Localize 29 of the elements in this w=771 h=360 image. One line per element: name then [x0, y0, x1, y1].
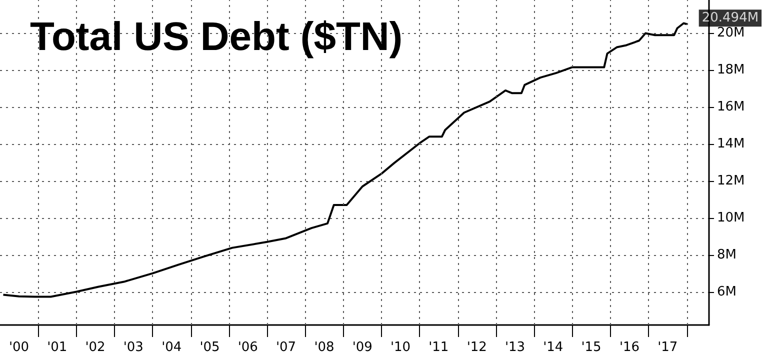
- x-tick-label: '06: [238, 340, 258, 355]
- line-series: [2, 22, 688, 298]
- y-tick-label: 10M: [717, 210, 745, 226]
- y-tick-label: 20M: [717, 26, 745, 41]
- y-tick-label: 14M: [717, 136, 745, 152]
- x-tick-label: '16: [619, 340, 640, 355]
- x-tick-label: '11: [428, 340, 449, 355]
- x-tick-label: '17: [658, 340, 678, 355]
- x-tick-label: '01: [47, 340, 68, 355]
- y-tick-label: 6M: [717, 284, 736, 300]
- x-tick-label: '02: [85, 340, 106, 355]
- x-tick-label: '10: [390, 340, 411, 355]
- x-tick-label: '13: [504, 340, 526, 355]
- x-tick-label: '08: [314, 340, 334, 355]
- x-tick-label: '03: [123, 340, 144, 355]
- x-tick-label: '14: [543, 340, 564, 355]
- x-tick-label: '00: [8, 340, 30, 355]
- x-tick-label: '12: [466, 340, 487, 355]
- x-tick-label: '09: [352, 340, 372, 355]
- y-tick-label: 12M: [717, 173, 745, 188]
- x-tick-label: '07: [276, 340, 296, 355]
- y-tick-label: 8M: [717, 247, 736, 262]
- y-tick-label: 18M: [717, 62, 745, 78]
- x-tick-label: '04: [162, 340, 182, 355]
- x-tick-label: '15: [581, 340, 602, 355]
- x-tick-label: '05: [200, 340, 220, 355]
- annotation: 20.494M: [702, 10, 759, 26]
- y-tick-label: 16M: [717, 100, 745, 115]
- chart-title: Total US Debt ($TN): [30, 15, 403, 59]
